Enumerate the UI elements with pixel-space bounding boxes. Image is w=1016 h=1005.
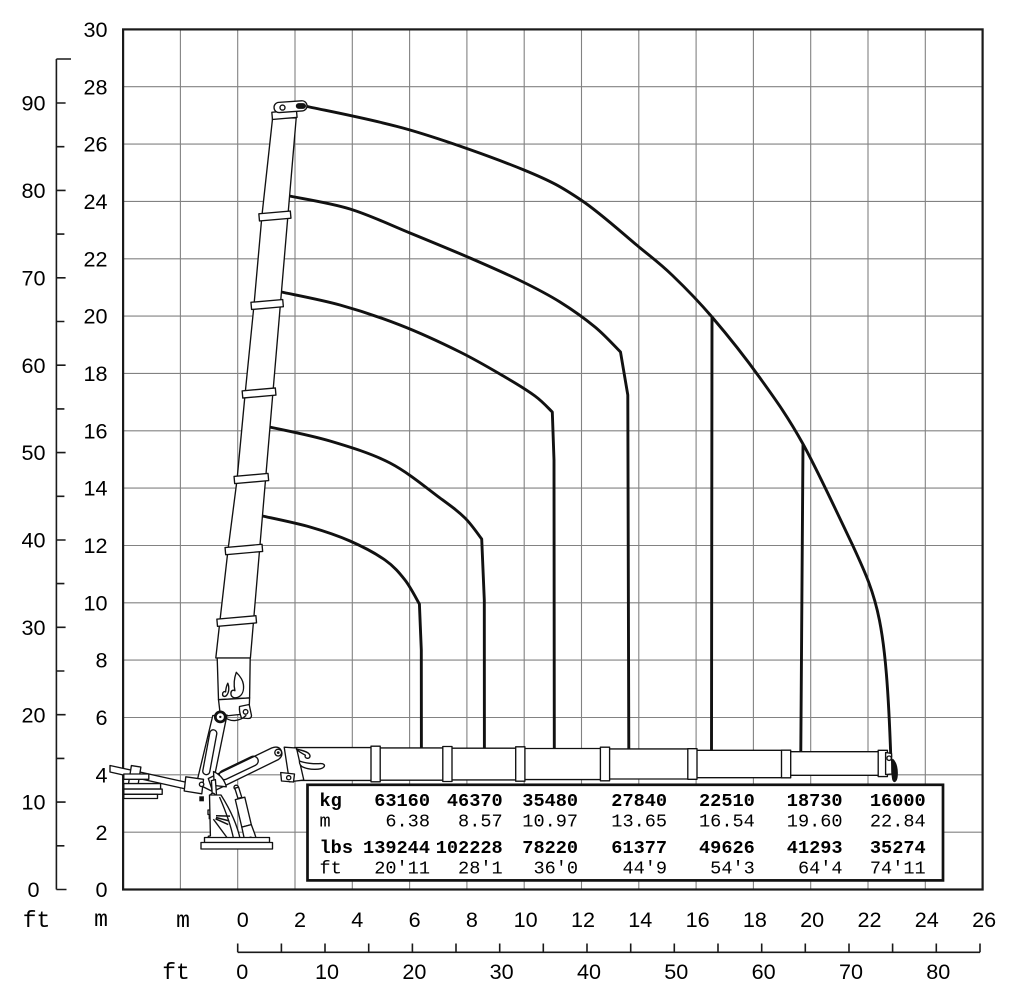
svg-text:64'4: 64'4 (798, 859, 843, 880)
svg-text:35274: 35274 (870, 838, 926, 859)
svg-text:20: 20 (83, 304, 107, 329)
svg-text:20: 20 (800, 907, 824, 932)
svg-text:10: 10 (21, 790, 45, 815)
svg-text:18730: 18730 (787, 791, 843, 812)
svg-text:40: 40 (21, 528, 45, 553)
svg-text:41293: 41293 (787, 838, 843, 859)
svg-text:14: 14 (83, 476, 107, 501)
svg-text:14: 14 (628, 907, 652, 932)
svg-text:40: 40 (577, 959, 601, 984)
svg-text:36'0: 36'0 (533, 859, 578, 880)
svg-text:10.97: 10.97 (522, 812, 578, 833)
svg-text:22: 22 (857, 907, 881, 932)
svg-text:16.54: 16.54 (699, 812, 755, 833)
svg-text:24: 24 (83, 189, 107, 214)
svg-text:0: 0 (236, 959, 248, 984)
svg-text:2: 2 (294, 907, 306, 932)
svg-text:ft: ft (162, 960, 190, 986)
svg-text:4: 4 (351, 907, 363, 932)
svg-text:19.60: 19.60 (787, 812, 843, 833)
svg-text:10: 10 (514, 907, 538, 932)
svg-text:60: 60 (21, 353, 45, 378)
svg-text:13.65: 13.65 (611, 812, 667, 833)
svg-text:63160: 63160 (374, 791, 430, 812)
svg-text:0: 0 (95, 877, 107, 902)
svg-text:28: 28 (83, 74, 107, 99)
svg-text:8: 8 (95, 648, 107, 673)
svg-text:10: 10 (315, 959, 339, 984)
svg-text:46370: 46370 (447, 791, 503, 812)
svg-text:22.84: 22.84 (870, 812, 926, 833)
svg-text:6: 6 (409, 907, 421, 932)
svg-text:ft: ft (23, 908, 51, 934)
svg-text:12: 12 (83, 533, 107, 558)
svg-text:kg: kg (320, 791, 342, 812)
svg-text:70: 70 (839, 959, 863, 984)
svg-text:16: 16 (686, 907, 710, 932)
svg-text:10: 10 (83, 590, 107, 615)
svg-text:24: 24 (915, 907, 939, 932)
svg-text:35480: 35480 (522, 791, 578, 812)
svg-text:102228: 102228 (436, 838, 503, 859)
svg-text:50: 50 (21, 440, 45, 465)
svg-text:80: 80 (21, 178, 45, 203)
svg-text:12: 12 (571, 907, 595, 932)
svg-text:0: 0 (237, 907, 249, 932)
svg-text:8: 8 (466, 907, 478, 932)
svg-text:ft: ft (320, 859, 342, 880)
svg-text:4: 4 (95, 762, 107, 787)
svg-text:49626: 49626 (699, 838, 755, 859)
svg-text:61377: 61377 (611, 838, 667, 859)
svg-text:90: 90 (21, 91, 45, 116)
svg-text:m: m (176, 908, 190, 934)
svg-text:28'1: 28'1 (458, 859, 503, 880)
svg-text:18: 18 (83, 361, 107, 386)
svg-text:6: 6 (95, 705, 107, 730)
svg-text:78220: 78220 (522, 838, 578, 859)
svg-text:54'3: 54'3 (710, 859, 755, 880)
svg-text:70: 70 (21, 265, 45, 290)
svg-text:6.38: 6.38 (385, 812, 430, 833)
svg-text:20: 20 (402, 959, 426, 984)
svg-text:20: 20 (21, 702, 45, 727)
svg-text:16000: 16000 (870, 791, 926, 812)
svg-text:30: 30 (83, 17, 107, 42)
svg-text:60: 60 (752, 959, 776, 984)
svg-text:26: 26 (972, 907, 996, 932)
svg-text:30: 30 (21, 615, 45, 640)
svg-text:22510: 22510 (699, 791, 755, 812)
svg-text:0: 0 (27, 877, 39, 902)
svg-text:20'11: 20'11 (374, 859, 430, 880)
svg-text:80: 80 (926, 959, 950, 984)
svg-text:16: 16 (83, 418, 107, 443)
svg-text:lbs: lbs (320, 838, 353, 859)
svg-text:50: 50 (664, 959, 688, 984)
svg-text:m: m (320, 812, 331, 833)
svg-text:18: 18 (743, 907, 767, 932)
svg-text:8.57: 8.57 (458, 812, 503, 833)
svg-text:2: 2 (95, 820, 107, 845)
svg-text:74'11: 74'11 (870, 859, 926, 880)
svg-text:m: m (94, 907, 108, 933)
svg-text:30: 30 (490, 959, 514, 984)
svg-text:27840: 27840 (611, 791, 667, 812)
svg-text:26: 26 (83, 132, 107, 157)
svg-text:139244: 139244 (363, 838, 430, 859)
svg-text:22: 22 (83, 246, 107, 271)
svg-text:44'9: 44'9 (622, 859, 667, 880)
